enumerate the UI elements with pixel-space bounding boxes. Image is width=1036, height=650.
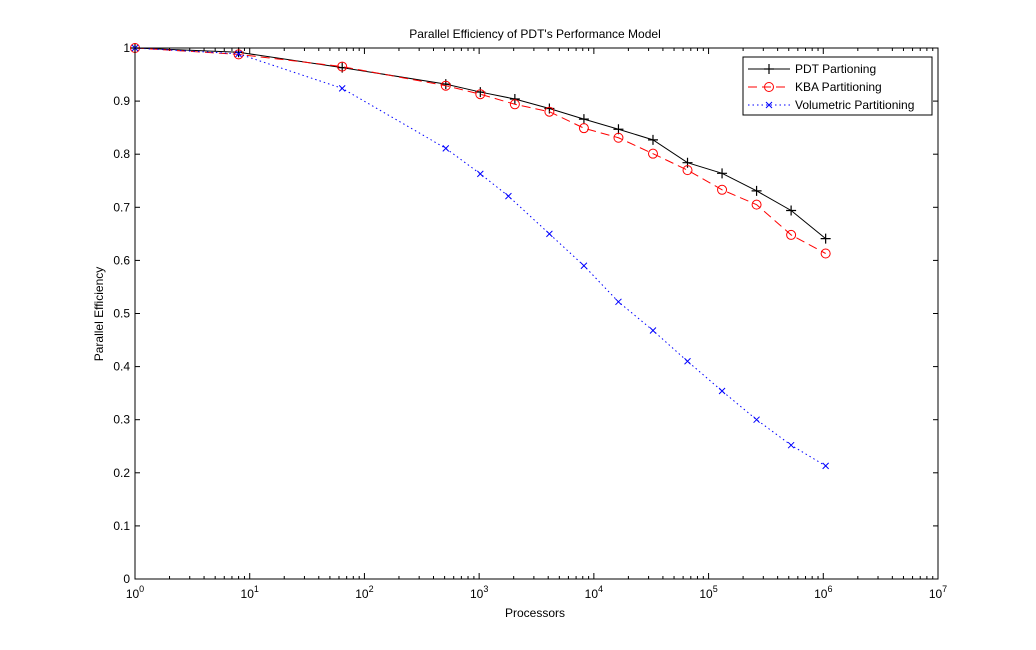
data-point bbox=[682, 165, 693, 176]
chart-title: Parallel Efficiency of PDT's Performance… bbox=[409, 27, 661, 41]
legend-box bbox=[742, 56, 933, 116]
y-tick-label: 0.3 bbox=[113, 413, 130, 427]
data-point bbox=[647, 134, 658, 145]
data-point bbox=[578, 114, 589, 125]
data-point bbox=[717, 168, 728, 179]
plot-area bbox=[135, 48, 938, 579]
legend-label: KBA Partitioning bbox=[795, 80, 882, 94]
x-tick-label: 106 bbox=[814, 584, 832, 601]
y-tick-label: 0 bbox=[123, 572, 130, 586]
x-axis-label: Processors bbox=[505, 606, 565, 620]
x-tick-label: 103 bbox=[470, 584, 488, 601]
data-point bbox=[751, 199, 762, 210]
tick-labels: 0 0.1 0.2 0.3 0.4 0.5 0.6 0.7 0.8 0.9 1 100 101 102 10… bbox=[113, 41, 947, 601]
y-tick-label: 0.8 bbox=[113, 147, 130, 161]
data-point bbox=[578, 123, 589, 134]
y-tick-label: 1 bbox=[123, 41, 130, 55]
data-point bbox=[476, 170, 484, 178]
data-point bbox=[235, 50, 242, 58]
data-point bbox=[786, 205, 797, 216]
data-point bbox=[684, 357, 691, 365]
y-tick-label: 0.6 bbox=[113, 253, 130, 267]
data-point bbox=[544, 106, 555, 117]
y-tick-label: 0.1 bbox=[113, 519, 130, 533]
data-point bbox=[647, 148, 658, 159]
x-tick-label: 104 bbox=[585, 584, 603, 601]
y-tick-label: 0.5 bbox=[113, 307, 130, 321]
legend-marker bbox=[765, 101, 773, 109]
series-2 bbox=[131, 44, 830, 470]
data-point bbox=[440, 80, 451, 91]
plot-frame bbox=[134, 47, 939, 580]
data-point bbox=[337, 61, 348, 72]
x-tick-label: 100 bbox=[126, 584, 144, 601]
series-layer bbox=[130, 43, 831, 470]
data-point bbox=[649, 327, 657, 334]
data-point bbox=[613, 132, 624, 143]
data-point bbox=[475, 89, 486, 100]
x-tick-label: 105 bbox=[699, 584, 717, 601]
data-point bbox=[509, 93, 520, 104]
legend: PDT Partioning KBA Partitioning Volumetric… bbox=[742, 56, 933, 116]
y-tick-label: 0.2 bbox=[113, 466, 130, 480]
y-axis-label: Parallel Efficiency bbox=[92, 267, 106, 362]
data-point bbox=[718, 387, 726, 395]
data-point bbox=[822, 462, 830, 470]
series-line bbox=[134, 47, 826, 254]
data-point bbox=[233, 49, 244, 60]
data-point bbox=[233, 47, 244, 58]
x-tick-label: 107 bbox=[929, 584, 947, 601]
y-tick-label: 0.9 bbox=[113, 94, 130, 108]
legend-marker bbox=[764, 82, 774, 92]
x-tick-label: 102 bbox=[355, 584, 373, 601]
data-point bbox=[509, 99, 520, 110]
data-point bbox=[442, 145, 450, 152]
data-point bbox=[820, 233, 831, 244]
data-point bbox=[613, 124, 624, 135]
data-point bbox=[338, 85, 346, 92]
data-point bbox=[505, 192, 512, 200]
y-tick-label: 0.7 bbox=[113, 200, 130, 214]
data-point bbox=[717, 184, 728, 195]
y-tick-label: 0.4 bbox=[113, 360, 130, 374]
data-point bbox=[786, 229, 797, 240]
legend-marker bbox=[764, 64, 774, 74]
data-point bbox=[580, 262, 588, 270]
x-tick-label: 101 bbox=[241, 584, 259, 601]
legend-label: PDT Partioning bbox=[795, 62, 876, 76]
data-point bbox=[475, 87, 486, 98]
data-point bbox=[751, 185, 762, 196]
data-point bbox=[753, 416, 760, 424]
data-point bbox=[820, 248, 831, 259]
data-point bbox=[546, 230, 553, 238]
data-point bbox=[787, 441, 795, 449]
legend-label: Volumetric Partitioning bbox=[795, 98, 914, 112]
data-point bbox=[615, 298, 622, 306]
